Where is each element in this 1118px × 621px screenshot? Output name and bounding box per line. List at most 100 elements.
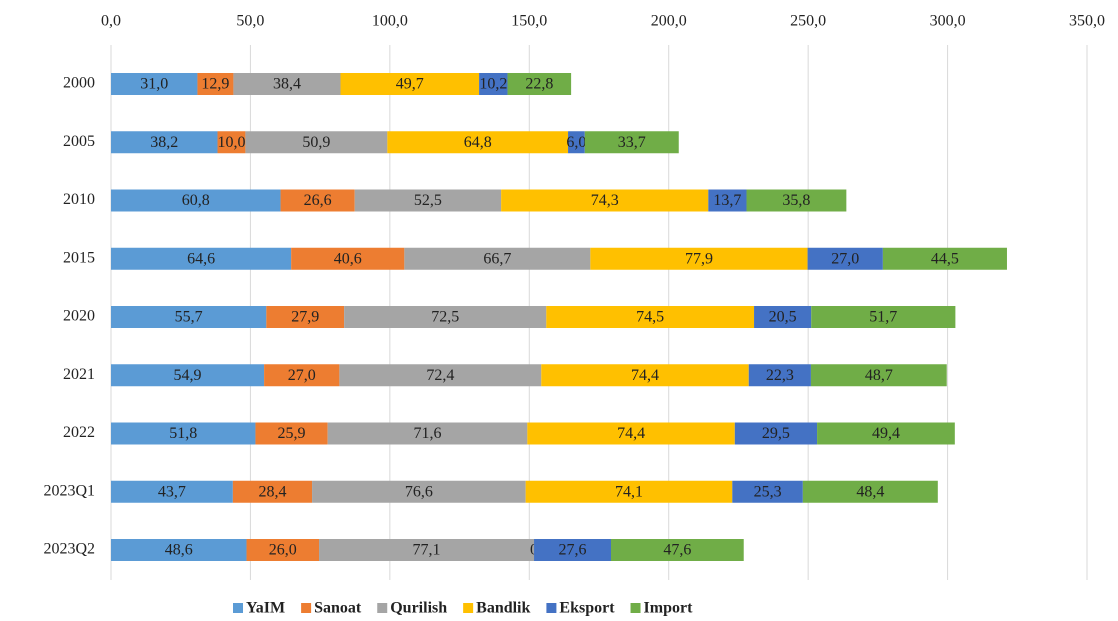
value-label: 38,4	[273, 76, 301, 93]
value-label: 74,5	[636, 309, 664, 326]
bar-segment	[291, 247, 405, 270]
x-tick-label: 0,0	[101, 13, 121, 30]
value-label: 40,6	[334, 250, 362, 267]
bar-segment	[264, 364, 340, 387]
value-label: 27,0	[288, 367, 316, 384]
value-label: 72,5	[431, 309, 459, 326]
bar-segment	[111, 306, 267, 328]
value-label: 54,9	[174, 367, 202, 384]
y-tick-label: 2021	[63, 366, 95, 383]
value-label: 72,4	[426, 367, 454, 384]
bar-segment	[111, 73, 198, 95]
y-tick-label: 2015	[63, 249, 95, 266]
bar-segment	[882, 247, 1007, 270]
y-tick-label: 2005	[63, 133, 95, 150]
value-label: 74,4	[617, 425, 645, 442]
value-label: 76,6	[405, 483, 433, 500]
value-label: 22,3	[766, 367, 794, 384]
value-label: 20,5	[769, 309, 797, 326]
bar-segment	[746, 189, 847, 212]
value-label: 48,6	[165, 542, 193, 559]
value-label: 22,8	[525, 76, 553, 93]
value-label: 27,0	[831, 250, 859, 267]
legend-swatch	[546, 603, 557, 613]
value-label: 74,4	[631, 367, 659, 384]
bar-segment	[708, 189, 747, 212]
value-label: 66,7	[483, 250, 511, 267]
bar-segment	[339, 364, 542, 387]
value-label: 71,6	[414, 425, 442, 442]
x-tick-label: 300,0	[930, 13, 966, 30]
value-label: 33,7	[618, 134, 646, 151]
y-tick-label: 2022	[63, 424, 95, 441]
bar-segment	[340, 73, 480, 95]
value-label: 27,6	[559, 542, 587, 559]
value-label: 52,5	[414, 192, 442, 209]
bar-segment	[584, 131, 679, 154]
legend-swatch	[630, 603, 641, 613]
bar-segment	[811, 306, 956, 328]
legend-label: Qurilish	[390, 600, 447, 617]
value-label: 12,9	[201, 76, 229, 93]
y-tick-label: 2010	[63, 191, 95, 208]
bar-segment	[280, 189, 355, 212]
bar-segment	[527, 422, 735, 445]
value-label: 74,3	[591, 192, 619, 209]
value-label: 51,8	[169, 425, 197, 442]
x-tick-label: 150,0	[511, 13, 547, 30]
value-label: 47,6	[663, 542, 691, 559]
bar-segment	[479, 73, 508, 95]
bar-segment	[266, 306, 345, 328]
bar-segment	[807, 247, 883, 270]
bar-segment	[319, 539, 535, 561]
bar-segment	[232, 480, 313, 503]
bar-segment	[197, 73, 234, 95]
value-label: 77,9	[685, 250, 713, 267]
value-label: 13,7	[713, 192, 741, 209]
bar-segment	[344, 306, 547, 328]
bar-segment	[111, 189, 281, 212]
bar-segment	[501, 189, 709, 212]
bar-segment	[245, 131, 388, 154]
bar-segment	[111, 539, 247, 561]
value-label: 43,7	[158, 483, 186, 500]
value-label: 55,7	[175, 309, 203, 326]
bar-segment	[354, 189, 502, 212]
bar-segment	[534, 539, 611, 561]
legend-label: YaIM	[246, 600, 285, 617]
x-tick-label: 50,0	[236, 13, 264, 30]
bar-segment	[255, 422, 328, 445]
value-label: 64,6	[187, 250, 215, 267]
value-label: 49,4	[872, 425, 900, 442]
legend-label: Eksport	[559, 600, 615, 617]
bar-segment	[387, 131, 569, 154]
value-label: 50,9	[302, 134, 330, 151]
value-label: 27,9	[291, 309, 319, 326]
bar-segment	[217, 131, 246, 154]
bar-segment	[111, 364, 265, 387]
value-label: 51,7	[869, 309, 897, 326]
value-label: 60,8	[182, 192, 210, 209]
bar-segment	[327, 422, 528, 445]
value-label: 28,4	[258, 483, 286, 500]
y-tick-label: 2020	[63, 308, 95, 325]
legend-swatch	[301, 603, 312, 613]
bar-segment	[546, 306, 755, 328]
value-label: 29,5	[762, 425, 790, 442]
bar-segment	[754, 306, 812, 328]
value-label: 26,0	[269, 542, 297, 559]
legend-swatch	[377, 603, 388, 613]
bar-segment	[404, 247, 591, 270]
bar-segment	[312, 480, 526, 503]
value-label: 25,9	[278, 425, 306, 442]
bar-segment	[734, 422, 818, 445]
bar-segment	[233, 73, 341, 95]
y-tick-label: 2000	[63, 75, 95, 92]
x-tick-label: 100,0	[372, 13, 408, 30]
value-label: 44,5	[931, 250, 959, 267]
bar-segment	[246, 539, 320, 561]
value-label: 77,1	[413, 542, 441, 559]
bar-segment	[568, 131, 585, 154]
bar-segment	[610, 539, 744, 561]
